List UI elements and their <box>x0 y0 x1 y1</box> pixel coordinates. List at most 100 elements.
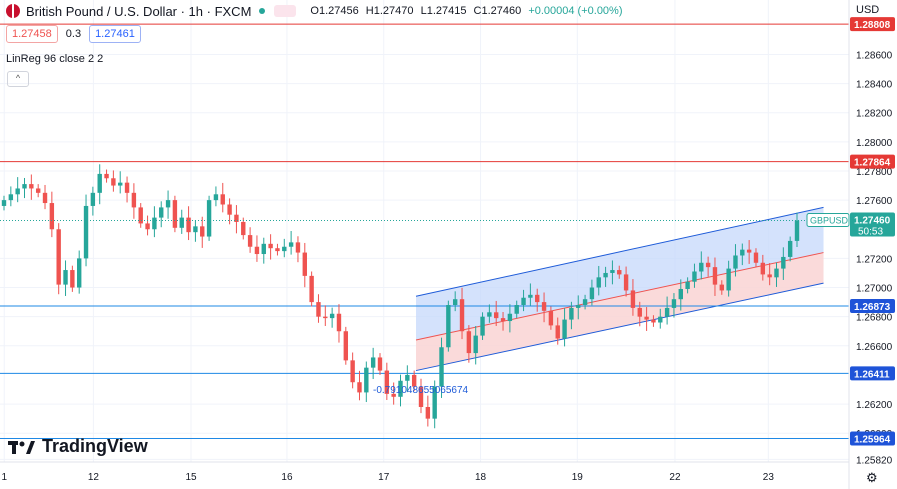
candle-body <box>90 192 96 206</box>
brand-name: TradingView <box>42 436 148 456</box>
candle-body <box>97 173 102 193</box>
price-axis-badges: 1.28808 1.27864 1.26873 1.26411 1.25964 GBPUS… <box>0 17 895 446</box>
high-value: H1.27470 <box>365 5 414 17</box>
candle-body <box>35 188 41 193</box>
price-tick-label: 1.28600 <box>856 50 893 61</box>
candle-body <box>767 274 772 278</box>
candle-body <box>370 357 376 368</box>
candle-body <box>275 248 280 252</box>
time-tick-label: 1 <box>1 472 7 483</box>
candle-body <box>323 316 328 319</box>
candle-body <box>152 217 157 230</box>
time-tick-label: 19 <box>572 472 584 483</box>
price-tick-label: 1.28000 <box>856 138 893 149</box>
candle-body <box>288 242 294 247</box>
price-tick-label: 1.27000 <box>856 284 893 295</box>
candle-body <box>350 360 355 383</box>
candle-body <box>131 192 137 208</box>
candle-body <box>514 305 519 314</box>
symbol-badge-label: GBPUSD <box>810 216 849 226</box>
candle-body <box>165 200 171 208</box>
candle-body <box>760 262 766 275</box>
candles <box>1 164 800 429</box>
candle-body <box>76 258 82 288</box>
candle-body <box>282 246 287 252</box>
candle-body <box>411 374 417 387</box>
candle-body <box>473 335 478 354</box>
candle-body <box>630 290 636 308</box>
candle-body <box>555 325 560 339</box>
candle-body <box>794 220 800 241</box>
candle-body <box>446 305 451 348</box>
candle-body <box>22 184 27 189</box>
time-tick-label: 12 <box>88 472 100 483</box>
candle-body <box>617 270 622 275</box>
price-level-badge <box>850 299 895 314</box>
gb-flag-icon <box>6 4 20 18</box>
candle-body <box>569 307 574 320</box>
candle-body <box>637 307 642 317</box>
time-tick-label: 22 <box>669 472 681 483</box>
symbol-header: British Pound / U.S. Dollar · 1h · FXCM … <box>0 0 623 22</box>
candle-body <box>664 307 670 317</box>
candle-body <box>357 382 362 393</box>
sell-price-button[interactable]: 1.27458 <box>6 25 58 43</box>
candle-body <box>206 200 212 237</box>
collapse-legend-icon[interactable]: ^ <box>7 71 29 87</box>
hide-icon[interactable] <box>274 5 297 17</box>
candle-body <box>692 271 697 282</box>
candle-body <box>439 347 444 387</box>
candle-body <box>391 393 396 397</box>
currency-label[interactable]: USD <box>856 4 880 16</box>
candle-body <box>787 240 793 257</box>
candle-body <box>179 217 184 228</box>
candle-body <box>159 207 164 218</box>
candle-body <box>1 200 7 206</box>
candle-body <box>705 262 711 268</box>
indicator-legend[interactable]: LinReg 96 close 2 2 <box>6 53 104 65</box>
candle-body <box>172 200 178 228</box>
candle-body <box>774 268 779 278</box>
time-tick-label: 18 <box>475 472 487 483</box>
candle-body <box>186 217 191 233</box>
price-axis: 1.28600 1.28400 1.28200 1.28000 1.27800 1.276… <box>856 50 893 466</box>
grid <box>0 0 849 462</box>
candle-body <box>254 246 260 255</box>
candle-body <box>726 268 731 291</box>
candle-body <box>336 313 342 332</box>
price-tick-label: 1.25820 <box>856 455 893 466</box>
price-level-badge <box>850 366 895 381</box>
last-price-label: 1.27460 <box>854 216 891 227</box>
symbol-title[interactable]: British Pound / U.S. Dollar · 1h · FXCM <box>26 3 252 19</box>
regression-value-label: -0.791048655065674 <box>373 385 469 396</box>
candle-body <box>295 242 301 253</box>
tradingview-logo: TradingView <box>8 436 148 457</box>
candle-body <box>733 255 738 269</box>
candle-body <box>548 310 554 326</box>
candle-body <box>261 243 266 255</box>
candle-body <box>746 249 752 253</box>
candle-body <box>671 299 677 308</box>
chart-annotations: -0.791048655065674 <box>373 385 469 396</box>
price-level-badge <box>850 17 895 32</box>
settings-gear-icon[interactable]: ⚙ <box>866 470 878 485</box>
candle-body <box>364 367 369 393</box>
candle-body <box>610 270 615 273</box>
time-tick-label: 23 <box>763 472 775 483</box>
buy-price-button[interactable]: 1.27461 <box>89 25 141 43</box>
price-tick-label: 1.28200 <box>856 109 893 120</box>
channel-upper-line <box>415 206 824 297</box>
candle-body <box>268 243 273 249</box>
price-tick-label: 1.27600 <box>856 196 893 207</box>
candle-body <box>651 319 656 323</box>
close-value: C1.27460 <box>473 5 522 17</box>
price-tick-label: 1.27200 <box>856 254 893 265</box>
open-value: O1.27456 <box>310 5 359 17</box>
price-level-badge <box>850 154 895 169</box>
candle-body <box>507 313 513 322</box>
candle-body <box>541 302 547 311</box>
candle-body <box>70 270 75 288</box>
price-level-badge-label: 1.27864 <box>854 158 891 169</box>
price-level-badge-label: 1.25964 <box>854 434 891 445</box>
